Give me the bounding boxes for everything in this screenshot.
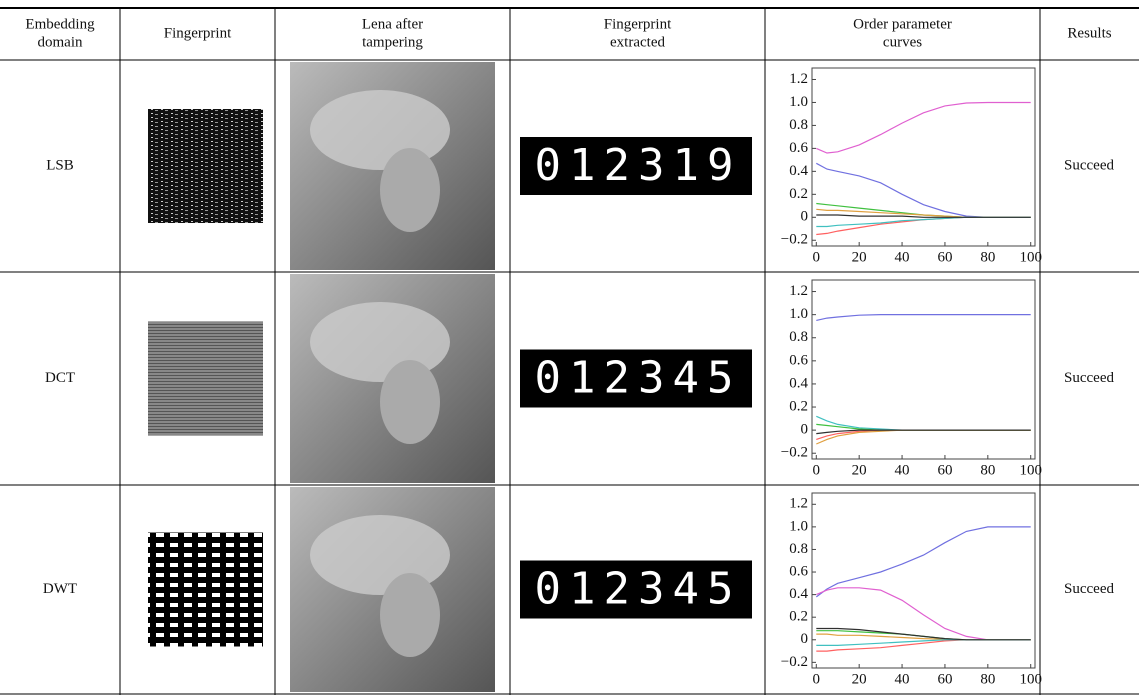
y-tick-label: 0.8 xyxy=(789,541,808,557)
y-tick-label: 1.2 xyxy=(789,71,808,87)
extracted-image xyxy=(520,349,752,408)
x-tick-label: 60 xyxy=(937,462,952,478)
header-text: Order parameter xyxy=(853,16,952,32)
x-tick-label: 100 xyxy=(1019,671,1042,687)
x-tick-label: 80 xyxy=(980,462,995,478)
x-tick-label: 0 xyxy=(813,249,821,265)
y-tick-label: 0.4 xyxy=(789,375,808,391)
header-text: Lena after xyxy=(362,16,423,32)
header-text: domain xyxy=(38,34,83,50)
header-text: Results xyxy=(1067,25,1111,41)
y-tick-label: 0.2 xyxy=(789,186,808,202)
extracted-digits: 012345 xyxy=(535,564,742,615)
result-label: Succeed xyxy=(1064,157,1114,173)
x-tick-label: 20 xyxy=(852,671,867,687)
domain-label: DCT xyxy=(45,370,75,386)
curve xyxy=(816,214,1031,218)
fingerprint-image xyxy=(148,532,263,647)
curve xyxy=(816,314,1031,321)
header-text: Embedding xyxy=(25,16,95,32)
x-tick-label: 80 xyxy=(980,249,995,265)
x-tick-label: 60 xyxy=(937,671,952,687)
extracted-digits: 012345 xyxy=(535,353,742,404)
x-tick-label: 40 xyxy=(895,462,910,478)
y-tick-label: 0.6 xyxy=(789,140,808,156)
plot-frame xyxy=(811,67,1036,247)
y-tick-label: 0.4 xyxy=(789,586,808,602)
extracted-digits: 012319 xyxy=(535,140,742,191)
x-tick-label: 0 xyxy=(813,462,821,478)
y-tick-label: 0.2 xyxy=(789,398,808,414)
fingerprint-image xyxy=(148,321,263,436)
header-text: tampering xyxy=(362,34,423,50)
x-tick-label: 20 xyxy=(852,462,867,478)
header-text: extracted xyxy=(610,34,665,50)
curve xyxy=(815,526,1031,598)
lena-face xyxy=(380,573,440,657)
y-tick-label: −0.2 xyxy=(781,654,808,670)
y-tick-label: −0.2 xyxy=(781,445,808,461)
x-tick-label: 100 xyxy=(1019,249,1042,265)
y-tick-label: 0.8 xyxy=(789,117,808,133)
y-tick-label: 1.2 xyxy=(789,496,808,512)
x-tick-label: 20 xyxy=(852,249,867,265)
extracted-image xyxy=(520,560,752,619)
result-label: Succeed xyxy=(1064,581,1114,597)
plot-frame xyxy=(811,492,1036,669)
x-tick-label: 40 xyxy=(895,249,910,265)
x-tick-label: 80 xyxy=(980,671,995,687)
domain-label: LSB xyxy=(46,157,74,173)
y-tick-label: 0 xyxy=(801,631,809,647)
plot-frame xyxy=(811,279,1036,460)
x-tick-label: 60 xyxy=(937,249,952,265)
y-tick-label: 1.2 xyxy=(789,283,808,299)
y-tick-label: 0 xyxy=(801,209,809,225)
y-tick-label: −0.2 xyxy=(781,232,808,248)
fingerprint-image xyxy=(148,109,263,223)
y-tick-label: 0 xyxy=(801,422,809,438)
y-tick-label: 1.0 xyxy=(789,518,808,534)
y-tick-label: 0.6 xyxy=(789,352,808,368)
curve xyxy=(816,216,1031,228)
header-text: curves xyxy=(883,34,922,50)
lena-face xyxy=(380,148,440,232)
y-tick-label: 0.2 xyxy=(789,609,808,625)
y-tick-label: 0.4 xyxy=(789,163,808,179)
extracted-image xyxy=(520,137,752,195)
y-tick-label: 0.6 xyxy=(789,563,808,579)
header-text: Fingerprint xyxy=(604,16,672,32)
curve xyxy=(816,423,1031,431)
x-tick-label: 40 xyxy=(895,671,910,687)
domain-label: DWT xyxy=(43,581,77,597)
y-tick-label: 0.8 xyxy=(789,329,808,345)
curve xyxy=(816,101,1031,154)
result-label: Succeed xyxy=(1064,370,1114,386)
curve xyxy=(816,627,1031,641)
column-rules xyxy=(119,8,1041,695)
y-tick-label: 1.0 xyxy=(789,306,808,322)
curve xyxy=(816,587,1031,641)
x-tick-label: 100 xyxy=(1019,462,1042,478)
curve xyxy=(816,429,1031,435)
header-text: Fingerprint xyxy=(164,25,232,41)
lena-face xyxy=(380,360,440,444)
x-tick-label: 0 xyxy=(813,671,821,687)
y-tick-label: 1.0 xyxy=(789,94,808,110)
curve xyxy=(816,162,1031,218)
